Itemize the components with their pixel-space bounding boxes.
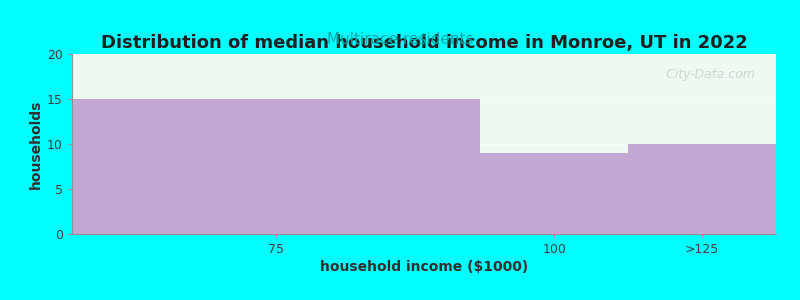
- Title: Distribution of median household income in Monroe, UT in 2022: Distribution of median household income …: [101, 34, 747, 52]
- Bar: [72, 99, 480, 234]
- Bar: [628, 144, 776, 234]
- Text: City-Data.com: City-Data.com: [658, 68, 755, 81]
- Y-axis label: households: households: [29, 99, 43, 189]
- X-axis label: household income ($1000): household income ($1000): [320, 260, 528, 274]
- Bar: [480, 153, 628, 234]
- Text: Multirace residents: Multirace residents: [326, 32, 474, 46]
